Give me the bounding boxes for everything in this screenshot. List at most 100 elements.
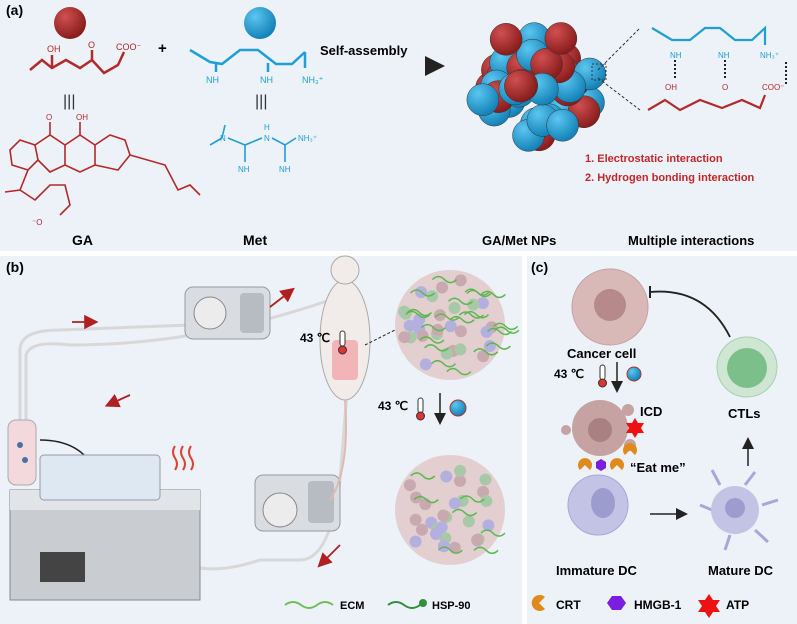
ecm-fiber: [405, 310, 431, 319]
hsp90-icon: [387, 599, 427, 609]
panel-c-temp: 43 ℃: [554, 367, 584, 381]
ecm-fiber: [485, 342, 511, 350]
ctls-label: CTLs: [728, 406, 761, 421]
hmgb1-icon: [596, 459, 606, 471]
met-struct-nh-a: NH: [238, 165, 250, 174]
thermometer-icon: [338, 330, 347, 355]
np-sphere: [504, 69, 537, 103]
legend-hsp90: HSP-90: [432, 600, 471, 612]
tumor-cell: [398, 331, 411, 344]
zoom-box: [591, 63, 607, 81]
ecm-fiber: [486, 327, 512, 336]
ecm-fiber: [448, 297, 474, 306]
panel-c-label: (c): [531, 259, 548, 275]
interaction-chain: [647, 25, 787, 112]
tumor-cell: [479, 473, 492, 486]
int-nh1: NH: [670, 51, 682, 60]
ga-struct-o-minus: ⁻O: [32, 218, 42, 227]
ecm-fiber: [459, 495, 485, 503]
met-struct-h: H: [264, 123, 270, 132]
mature-dc: [699, 469, 779, 551]
tumor-zoom-line: [364, 329, 396, 346]
tumor-cell: [409, 535, 422, 548]
tumor-cell: [483, 339, 496, 352]
thermometer-icon-3: [598, 364, 607, 388]
legend-ecm: ECM: [340, 600, 364, 612]
ecm-fiber: [473, 546, 499, 555]
immature-dc: [567, 474, 629, 536]
legend-hmgb1: HMGB-1: [634, 598, 682, 612]
self-assembly-label: Self-assembly: [320, 43, 408, 58]
tumor-cell: [426, 290, 439, 303]
interaction-1: 1. Electrostatic interaction: [585, 153, 723, 165]
int-coo: COO⁻: [762, 83, 784, 92]
mature-dc-label: Mature DC: [708, 563, 774, 578]
np-icon-c: [626, 366, 642, 382]
water-bath: [9, 445, 201, 601]
int-nh3: NH₃⁺: [760, 51, 779, 60]
immature-dc-label: Immature DC: [556, 563, 638, 578]
eat-me-label: “Eat me”: [630, 460, 686, 475]
tumor-cell: [403, 479, 416, 492]
tumor-cell: [444, 320, 457, 333]
ecm-fiber: [424, 344, 450, 352]
tumor-cell: [398, 305, 411, 318]
icd-label: ICD: [640, 404, 662, 419]
tumor-cell: [403, 319, 416, 332]
interaction-2: 2. Hydrogen bonding interaction: [585, 172, 755, 184]
panel-a-label: (a): [6, 2, 23, 18]
ecm-icon: [284, 601, 334, 609]
int-oh: OH: [665, 83, 677, 92]
tumor-cell: [477, 485, 490, 498]
ecm-fiber: [458, 311, 484, 319]
pump-top: [184, 286, 271, 340]
caption-ga: GA: [72, 232, 93, 248]
int-nh2: NH: [718, 51, 730, 60]
caption-multi: Multiple interactions: [628, 233, 754, 248]
ecm-fiber: [452, 508, 478, 517]
met-struct-n: N: [220, 134, 226, 143]
int-o: O: [722, 83, 728, 92]
np-sphere: [489, 23, 523, 56]
ga-struct-o: O: [46, 113, 52, 122]
ecm-fiber: [437, 546, 463, 554]
met-struct-nh-b: NH: [279, 165, 291, 174]
tumor-cell: [454, 464, 467, 477]
met-chain: [189, 48, 307, 72]
mouse: [319, 255, 371, 501]
ga-chain: [29, 50, 126, 75]
tumor-cell: [462, 515, 475, 528]
plus-sign: +: [158, 40, 167, 57]
met-struct-n2: N: [264, 134, 270, 143]
pump-bottom: [254, 474, 341, 532]
ga-o-label: O: [88, 40, 95, 50]
ecm-fiber: [434, 313, 460, 321]
tumor-cell: [409, 513, 422, 526]
ecm-fiber: [419, 336, 445, 344]
tumor-cell: [477, 350, 490, 363]
ecm-fiber: [410, 472, 436, 480]
tumor-cell: [480, 495, 493, 508]
ga-oh-label: OH: [47, 44, 61, 54]
met-equiv: |||: [255, 93, 267, 110]
cancer-cell-label: Cancer cell: [567, 346, 636, 361]
tumor-before: [395, 270, 520, 380]
temp-label-1: 43 ℃: [300, 331, 330, 345]
ecm-fiber: [473, 348, 499, 356]
tube-sample: [7, 419, 37, 486]
met-struct-nh3: NH₃⁺: [298, 134, 317, 143]
ecm-fiber: [480, 529, 506, 537]
tumor-cell: [416, 523, 429, 536]
ecm-fiber: [480, 290, 506, 299]
np-icon: [449, 399, 467, 417]
ecm-fiber: [446, 367, 472, 376]
legend-atp: ATP: [726, 598, 749, 612]
temp-label-2: 43 ℃: [378, 399, 408, 413]
tumor-cell: [448, 497, 461, 510]
np-sphere: [466, 83, 500, 116]
legend-hmgb1-icon: [607, 596, 626, 610]
ecm-fiber: [420, 323, 447, 332]
legend-atp-icon: [698, 594, 720, 618]
atp-icon: [626, 418, 644, 438]
nanoparticle-cluster: [466, 22, 606, 152]
